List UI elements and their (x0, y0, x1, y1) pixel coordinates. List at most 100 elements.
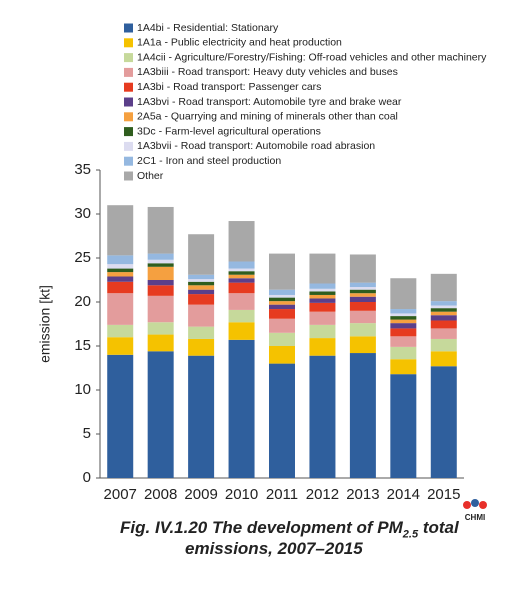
caption: emissions, 2007–2015 (185, 539, 363, 558)
legend-swatch (124, 53, 133, 63)
bar-segment (430, 308, 457, 312)
bar-segment (309, 283, 336, 289)
bar-segment (430, 273, 457, 302)
y-tick-label: 30 (74, 205, 91, 222)
x-tick-label: 2015 (427, 486, 460, 503)
x-tick-label: 2009 (184, 486, 217, 503)
bar-segment (228, 274, 255, 279)
caption-line: emissions, 2007–2015 (0, 539, 517, 559)
bar-segment (269, 301, 295, 305)
bar-segment (430, 351, 457, 367)
bar-segment (228, 221, 255, 262)
bar-segment (107, 281, 134, 294)
bar-segment (390, 278, 417, 310)
caption-subscript: 2.5 (402, 528, 419, 541)
bar-segment (269, 346, 295, 364)
x-tick-label: 2007 (104, 486, 137, 503)
bar-segment (349, 336, 376, 354)
bar-segment (390, 319, 417, 324)
legend-label: 2C1 - Iron and steel production (137, 155, 281, 167)
x-tick-label: 2013 (346, 486, 379, 503)
bar-segment (188, 234, 215, 275)
legend-label: 3Dc - Farm-level agricultural operations (137, 125, 321, 137)
bar-segment (349, 353, 376, 478)
legend-label: Other (137, 170, 164, 182)
bar-segment (228, 339, 255, 478)
bar-segment (188, 304, 215, 327)
bar-segment (107, 268, 134, 273)
bar-segment (107, 272, 134, 277)
x-tick-label: 2012 (306, 486, 339, 503)
bar-segment (269, 363, 295, 478)
bar-segment (147, 263, 174, 267)
x-tick-label: 2014 (387, 486, 420, 503)
bar-segment (349, 302, 376, 311)
logo-dot (471, 499, 479, 507)
legend-swatch (124, 156, 133, 166)
legend-swatch (124, 171, 133, 181)
bar-segment (107, 293, 134, 325)
y-tick-label: 20 (74, 293, 91, 310)
bar-segment (269, 294, 295, 298)
bar-segment (228, 322, 255, 340)
bar-segment (309, 298, 336, 303)
bar-segment (349, 287, 376, 290)
bar-segment (349, 323, 376, 337)
bar-segment (228, 309, 255, 323)
bar-segment (269, 253, 295, 290)
bar-segment (147, 285, 174, 296)
bar-segment (147, 280, 174, 286)
bar-segment (430, 320, 457, 329)
bar-segment (188, 326, 215, 339)
bar-segment (188, 285, 215, 290)
bar-segment (390, 316, 417, 320)
legend-label: 2A5a - Quarrying and mining of minerals … (137, 111, 398, 123)
bar-segment (309, 324, 336, 339)
bar-segment (269, 297, 295, 302)
bar-segment (430, 311, 457, 316)
bar-segment (390, 313, 417, 317)
bar-segment (309, 291, 336, 295)
bar-segment (390, 336, 417, 347)
x-tick-label: 2010 (225, 486, 258, 503)
y-tick-label: 15 (74, 337, 91, 354)
bar-segment (228, 271, 255, 275)
bar-segment (188, 279, 215, 282)
bar-segment (147, 295, 174, 323)
legend-label: 1A4bi - Residential: Stationary (137, 22, 279, 34)
legend-label: 1A3bvi - Road transport: Automobile tyre… (137, 96, 402, 108)
bar-segment (390, 359, 417, 375)
bar-segment (107, 255, 134, 265)
y-tick-label: 35 (74, 161, 91, 178)
bar-segment (390, 346, 417, 360)
bar-segment (430, 301, 457, 306)
bar-segment (228, 261, 255, 269)
legend-swatch (124, 97, 133, 107)
legend-swatch (124, 112, 133, 122)
bar-segment (147, 266, 174, 280)
x-tick-label: 2011 (266, 486, 298, 503)
logo-dot (463, 501, 471, 509)
legend-swatch (124, 82, 133, 92)
bar-segment (390, 328, 417, 337)
bar-segment (147, 253, 174, 260)
y-tick-label: 0 (83, 469, 91, 486)
bar-segment (430, 328, 457, 339)
logo-dot (479, 501, 487, 509)
legend-swatch (124, 141, 133, 151)
bar-segment (107, 276, 134, 282)
bar-segment (228, 268, 255, 272)
legend-label: 1A4cii - Agriculture/Forestry/Fishing: O… (137, 51, 487, 63)
bar-segment (309, 302, 336, 312)
legend-swatch (124, 38, 133, 48)
bar-segment (430, 305, 457, 309)
bar-segment (309, 311, 336, 325)
bar-segment (107, 205, 134, 256)
bar-segment (349, 296, 376, 302)
bar-segment (309, 338, 336, 356)
legend-label: 1A3bvii - Road transport: Automobile roa… (137, 140, 375, 152)
bar-segment (430, 338, 457, 352)
bar-segment (349, 310, 376, 324)
legend-label: 1A3biii - Road transport: Heavy duty veh… (137, 66, 398, 78)
bar-segment (430, 366, 457, 478)
